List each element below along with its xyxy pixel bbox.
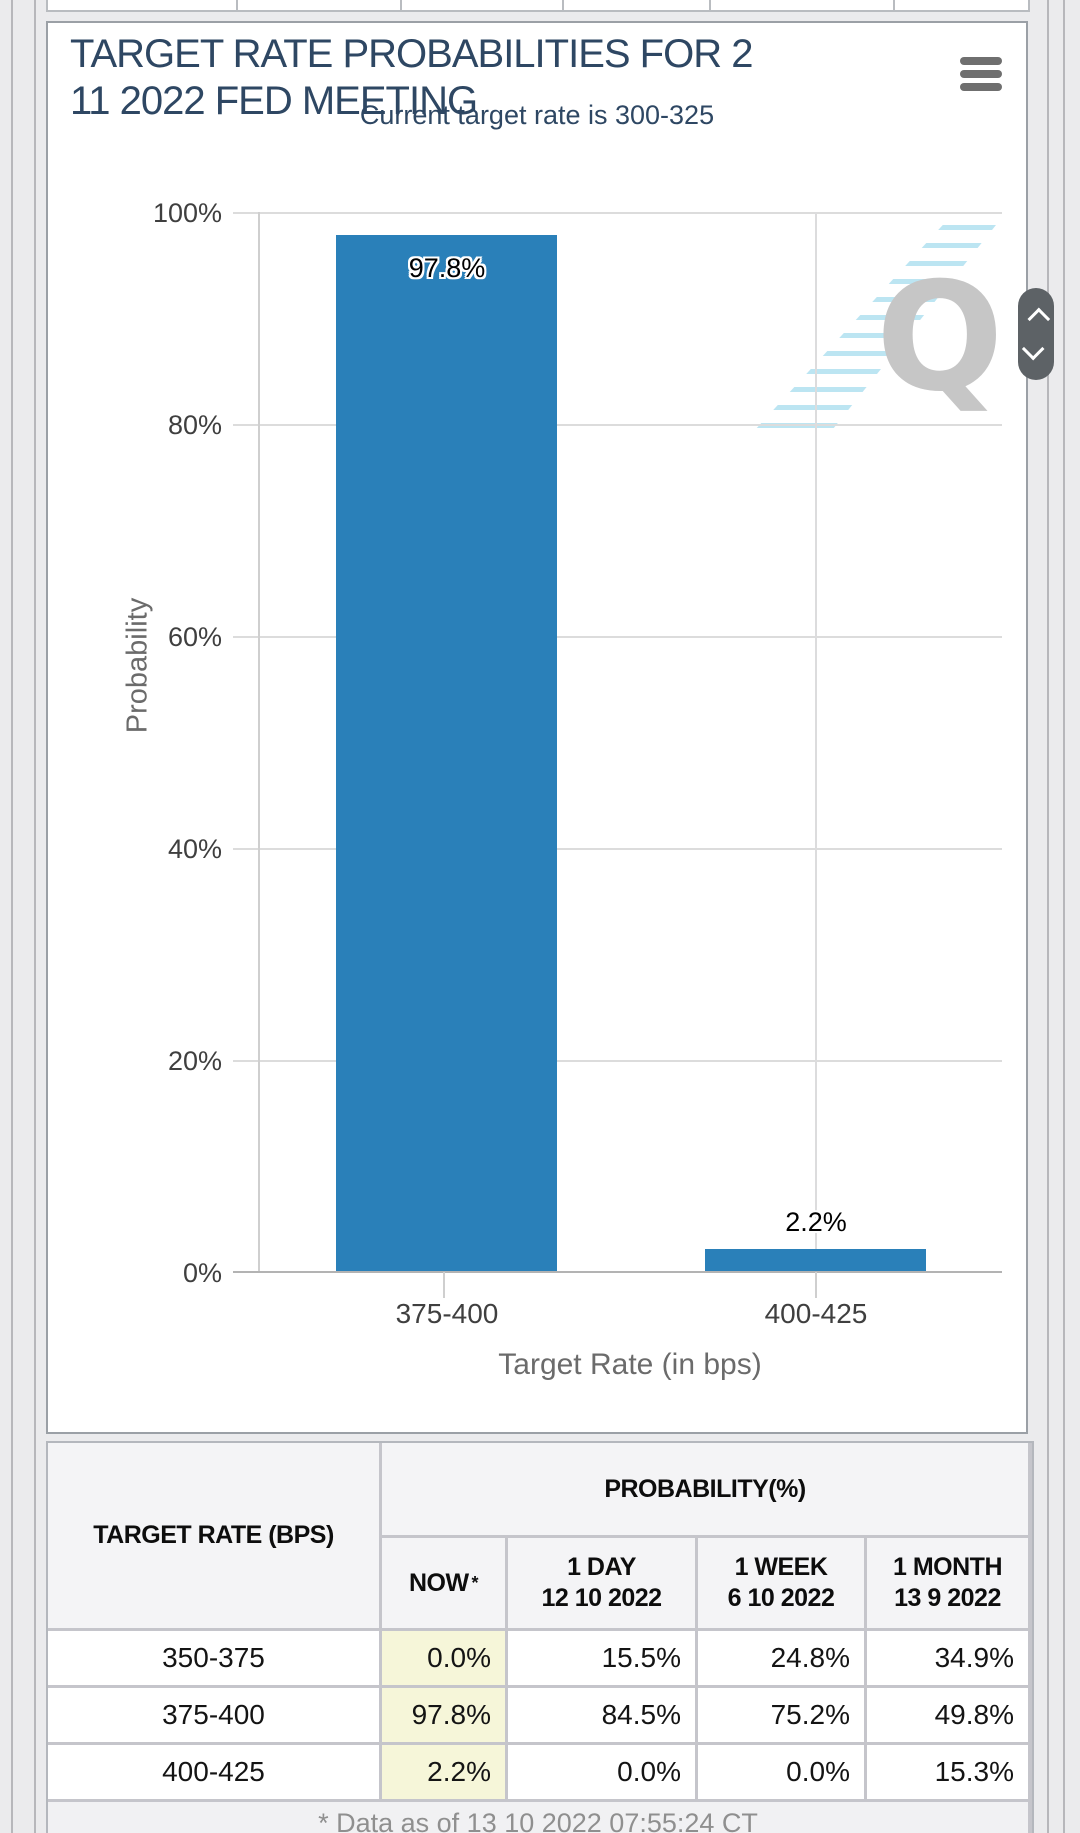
cell-divider [562, 0, 564, 10]
table-footnote: * Data as of 13 10 2022 07:55:24 CT [48, 1802, 1028, 1833]
table-cell-now: 97.8% [382, 1688, 505, 1742]
table-cell-1month: 34.9% [867, 1631, 1028, 1685]
y-tick-label: 40% [167, 834, 222, 864]
y-axis-line [258, 212, 260, 1272]
cell-divider [709, 0, 711, 10]
y-tick-label: 80% [167, 410, 222, 440]
table-cell-rate: 375-400 [48, 1688, 379, 1742]
gridline-80 [233, 424, 1002, 426]
gridline-20 [233, 1060, 1002, 1062]
y-tick-label: 20% [167, 1046, 222, 1076]
col-header-1week: 1 WEEK 6 10 2022 [698, 1538, 864, 1628]
table-cell-1week: 75.2% [698, 1688, 864, 1742]
left-gutter-line [11, 0, 13, 1833]
col-header-now: NOW * [382, 1538, 505, 1628]
hamburger-bar [960, 57, 1002, 65]
col-header-target-rate: TARGET RATE (BPS) [48, 1443, 379, 1628]
table-cell-1week: 0.0% [698, 1745, 864, 1799]
chart-title: TARGET RATE PROBABILITIES FOR 2 11 2022 … [70, 32, 753, 123]
scroll-widget [1018, 288, 1054, 380]
right-gutter-line [1047, 0, 1049, 1833]
bar-375-400[interactable] [336, 235, 557, 1272]
cell-divider [236, 0, 238, 10]
clipped-table-row [46, 0, 1030, 12]
table-cell-now: 0.0% [382, 1631, 505, 1685]
cell-divider [400, 0, 402, 10]
gridline-category-2 [815, 212, 817, 1272]
table-cell-now: 2.2% [382, 1745, 505, 1799]
probability-table: TARGET RATE (BPS) PROBABILITY(%) NOW * 1 … [46, 1441, 1034, 1833]
x-category-label: 375-400 [395, 1298, 499, 1329]
gridline-40 [233, 848, 1002, 850]
y-tick-label: 100% [152, 198, 222, 228]
table-cell-1day: 0.0% [508, 1745, 695, 1799]
gridline-100 [233, 212, 1002, 214]
right-gutter-line-2 [1063, 0, 1065, 1833]
chevron-down-icon[interactable] [1021, 337, 1045, 361]
col-header-1day: 1 DAY 12 10 2022 [508, 1538, 695, 1628]
table-cell-1day: 84.5% [508, 1688, 695, 1742]
x-axis-title: Target Rate (in bps) [498, 1348, 762, 1381]
table-cell-1month: 15.3% [867, 1745, 1028, 1799]
asterisk: * [471, 1572, 479, 1593]
y-tick-label: 0% [182, 1258, 222, 1288]
bar-value-label: 97.8% [408, 253, 486, 283]
bar-400-425[interactable] [705, 1249, 926, 1272]
chart-subtitle: Current target rate is 300-325 [359, 100, 715, 130]
x-axis-line [233, 1271, 1002, 1273]
y-axis-title: Probability [121, 597, 154, 734]
x-category-label: 400-425 [764, 1298, 868, 1329]
chevron-up-icon[interactable] [1027, 307, 1051, 331]
col-header-1month: 1 MONTH 13 9 2022 [867, 1538, 1028, 1628]
table-cell-1month: 49.8% [867, 1688, 1028, 1742]
hamburger-bar [960, 83, 1002, 91]
q-watermark-icon: Q [876, 251, 1004, 425]
bar-value-label: 2.2% [785, 1207, 847, 1237]
table-cell-1day: 15.5% [508, 1631, 695, 1685]
table-cell-rate: 350-375 [48, 1631, 379, 1685]
cell-divider [893, 0, 895, 10]
hamburger-menu-icon[interactable] [960, 57, 1002, 91]
gridline-60 [233, 636, 1002, 638]
x-tick [443, 1272, 445, 1298]
table-cell-rate: 400-425 [48, 1745, 379, 1799]
y-tick-label: 60% [167, 622, 222, 652]
now-label: NOW [408, 1568, 469, 1597]
col-header-probability: PROBABILITY(%) [382, 1443, 1028, 1535]
hamburger-bar [960, 70, 1002, 78]
x-tick [815, 1272, 817, 1298]
left-gutter-line-2 [34, 0, 36, 1833]
table-cell-1week: 24.8% [698, 1631, 864, 1685]
